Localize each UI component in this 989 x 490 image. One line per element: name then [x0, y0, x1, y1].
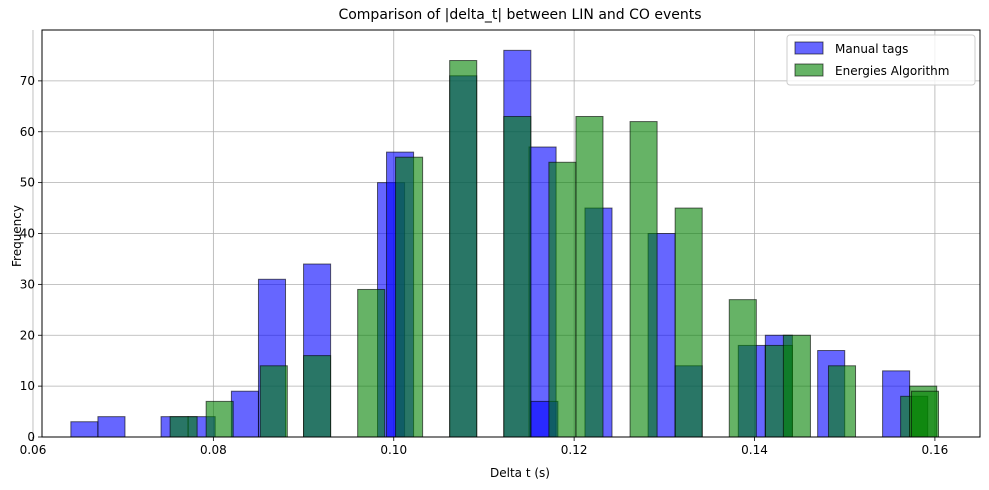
legend-swatch-manual-tags — [794, 41, 824, 55]
bar-energies-algorithm — [910, 390, 940, 438]
y-tick-label: 0 — [27, 430, 35, 444]
x-axis-label: Delta t (s) — [490, 466, 550, 480]
chart-title: Comparison of |delta_t| between LIN and … — [338, 7, 701, 23]
x-tick-label: 0.08 — [200, 443, 227, 457]
bar-energies-algorithm — [259, 365, 288, 438]
x-tick-label: 0.12 — [561, 443, 588, 457]
x-tick-label: 0.06 — [20, 443, 47, 457]
legend: Manual tags Energies Algorithm — [786, 34, 976, 86]
bar-energies-algorithm — [548, 161, 577, 438]
axis-ticks: 0.06 0.08 0.10 0.12 0.14 0.16 0 10 20 30 40 50 60 70 — [20, 74, 949, 457]
bar-energies-algorithm — [629, 121, 658, 438]
y-tick-label: 70 — [20, 74, 35, 88]
legend-box — [786, 34, 976, 86]
legend-label-manual-tags: Manual tags — [835, 42, 908, 56]
y-axis-label: Frequency — [10, 205, 24, 267]
legend-swatch-energies-algorithm — [794, 63, 824, 77]
y-tick-label: 20 — [20, 328, 35, 342]
y-tick-label: 60 — [20, 125, 35, 139]
bar-energies-algorithm — [827, 365, 857, 438]
bar-energies-algorithm — [357, 288, 386, 438]
bar-energies-algorithm — [205, 400, 234, 438]
x-tick-label: 0.16 — [922, 443, 949, 457]
y-tick-label: 30 — [20, 277, 35, 291]
bars — [70, 49, 940, 438]
x-tick-label: 0.14 — [741, 443, 768, 457]
bar-manual-tags — [70, 421, 99, 438]
y-tick-label: 50 — [20, 176, 35, 190]
bar-energies-algorithm — [728, 299, 757, 438]
y-tick-label: 10 — [20, 379, 35, 393]
x-tick-label: 0.10 — [380, 443, 407, 457]
bar-manual-tags — [97, 416, 126, 438]
bar-energies-algorithm — [674, 207, 703, 438]
y-tick-label: 40 — [20, 227, 35, 241]
legend-label-energies-algorithm: Energies Algorithm — [835, 64, 949, 78]
bar-manual-tags — [230, 390, 259, 438]
bar-energies-algorithm — [449, 60, 478, 438]
bar-energies-algorithm — [169, 416, 198, 438]
bar-energies-algorithm — [782, 334, 811, 438]
bar-energies-algorithm — [503, 115, 532, 438]
bar-energies-algorithm — [303, 355, 332, 438]
bar-energies-algorithm — [575, 115, 604, 438]
bar-energies-algorithm — [395, 156, 424, 438]
